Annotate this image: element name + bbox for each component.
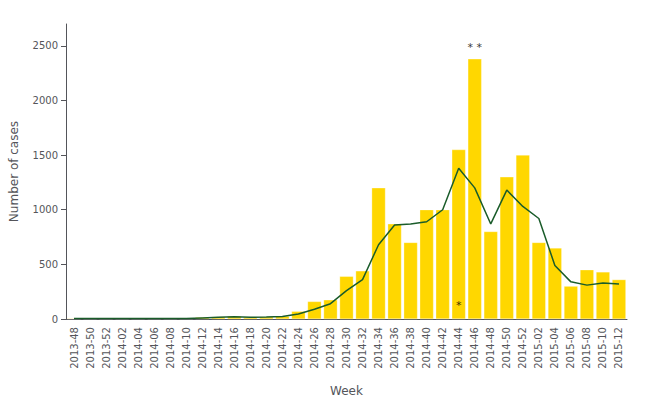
svg-text:Number of cases: Number of cases <box>7 121 21 222</box>
svg-text:2015-12: 2015-12 <box>613 327 624 369</box>
svg-text:2014-24: 2014-24 <box>293 327 304 369</box>
svg-text:2014-06: 2014-06 <box>149 327 160 369</box>
svg-text:2013-50: 2013-50 <box>85 327 96 369</box>
svg-text:2015-10: 2015-10 <box>597 327 608 369</box>
svg-text:2015-08: 2015-08 <box>581 327 592 369</box>
svg-text:*: * <box>456 299 462 312</box>
svg-text:2014-28: 2014-28 <box>325 327 336 369</box>
svg-text:500: 500 <box>39 259 58 270</box>
svg-text:0: 0 <box>52 314 58 325</box>
svg-text:1500: 1500 <box>33 150 58 161</box>
svg-text:2014-18: 2014-18 <box>245 327 256 369</box>
svg-text:2013-48: 2013-48 <box>69 327 80 369</box>
svg-text:2014-02: 2014-02 <box>117 327 128 369</box>
svg-text:2014-22: 2014-22 <box>277 327 288 369</box>
svg-text:2014-08: 2014-08 <box>165 327 176 369</box>
svg-text:2014-48: 2014-48 <box>485 327 496 369</box>
svg-text:2014-04: 2014-04 <box>133 327 144 369</box>
svg-text:2014-40: 2014-40 <box>421 327 432 369</box>
svg-text:2014-52: 2014-52 <box>517 327 528 369</box>
svg-text:2014-20: 2014-20 <box>261 327 272 369</box>
svg-text:1000: 1000 <box>33 204 58 215</box>
svg-text:2014-50: 2014-50 <box>501 327 512 369</box>
svg-text:2014-10: 2014-10 <box>181 327 192 369</box>
svg-text:Week: Week <box>330 384 363 398</box>
svg-text:2015-06: 2015-06 <box>565 327 576 369</box>
svg-text:2015-04: 2015-04 <box>549 327 560 369</box>
svg-text:2015-02: 2015-02 <box>533 327 544 369</box>
svg-text:* *: * * <box>467 41 482 54</box>
svg-text:2000: 2000 <box>33 95 58 106</box>
svg-text:2014-36: 2014-36 <box>389 327 400 369</box>
svg-text:2014-38: 2014-38 <box>405 327 416 369</box>
svg-text:2013-52: 2013-52 <box>101 327 112 369</box>
svg-text:2014-46: 2014-46 <box>469 327 480 369</box>
svg-text:2014-26: 2014-26 <box>309 327 320 369</box>
svg-text:2500: 2500 <box>33 40 58 51</box>
svg-text:2014-12: 2014-12 <box>197 327 208 369</box>
svg-text:2014-32: 2014-32 <box>357 327 368 369</box>
svg-text:2014-16: 2014-16 <box>229 327 240 369</box>
svg-text:2014-42: 2014-42 <box>437 327 448 369</box>
svg-text:2014-30: 2014-30 <box>341 327 352 369</box>
svg-text:2014-34: 2014-34 <box>373 327 384 369</box>
svg-text:2014-44: 2014-44 <box>453 327 464 369</box>
svg-text:2014-14: 2014-14 <box>213 327 224 369</box>
